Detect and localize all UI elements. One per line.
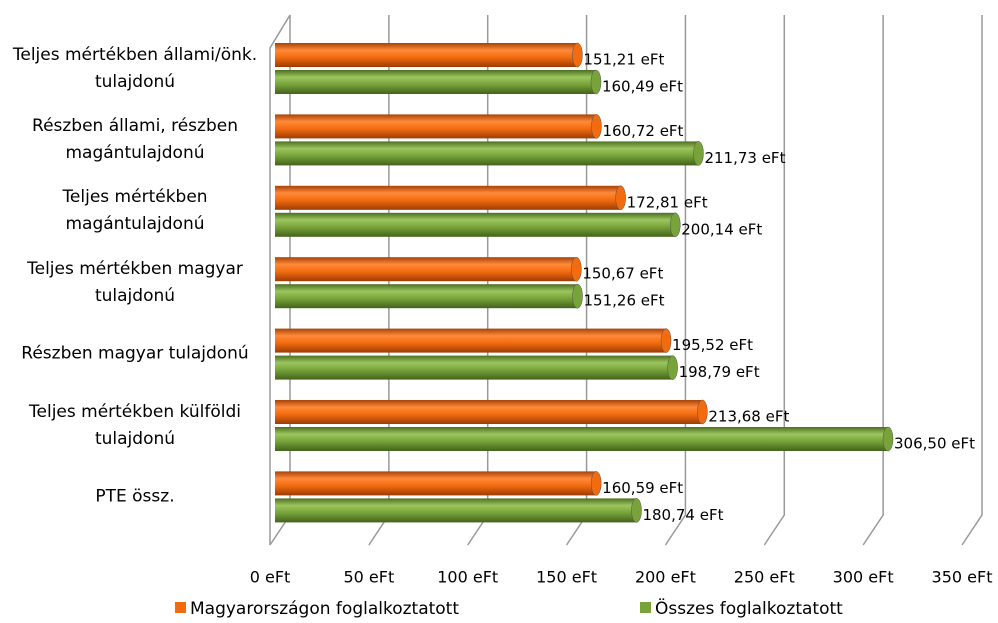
bar: [275, 284, 578, 309]
bar-cap: [572, 42, 583, 68]
bar: [275, 400, 703, 424]
value-label: 151,26 eFt: [584, 292, 665, 310]
category-label: Teljes mértékben magántulajdonú: [62, 187, 208, 235]
bar-cap: [572, 283, 583, 309]
category-label: Részben magyar tulajdonú: [21, 343, 249, 364]
value-label: 160,49 eFt: [602, 78, 683, 96]
legend-swatch: [640, 602, 651, 613]
bar-cap: [571, 256, 582, 282]
bar: [275, 43, 578, 67]
bar-cap: [590, 69, 602, 95]
legend-label: Összes foglalkoztatott: [655, 597, 843, 619]
bar-cap: [615, 185, 626, 211]
bar: [275, 212, 676, 237]
value-label: 150,67 eFt: [582, 265, 663, 283]
x-tick-label: 300 eFt: [833, 568, 894, 587]
bar: [275, 141, 699, 166]
left-wall: [269, 14, 291, 545]
value-label: 200,14 eFt: [681, 220, 762, 238]
bar: [275, 471, 597, 496]
grid-line: [862, 15, 884, 546]
category-label: Teljes mértékben állami/önk. tulajdonú: [12, 44, 258, 92]
value-label: 160,59 eFt: [602, 479, 683, 497]
bar-cap: [591, 114, 602, 139]
category-label: Teljes mértékben magyar tulajdonú: [27, 258, 243, 306]
bar: [275, 114, 597, 139]
category-label: Teljes mértékben külföldi tulajdonú: [29, 401, 241, 449]
bar: [275, 328, 667, 353]
x-tick-label: 100 eFt: [437, 568, 498, 587]
category-label: PTE össz.: [95, 486, 175, 507]
value-label: 211,73 eFt: [704, 149, 785, 167]
value-label: 160,72 eFt: [602, 122, 683, 140]
bar: [275, 185, 621, 210]
bar-cap: [670, 212, 681, 238]
category-label: Részben állami, részben magántulajdonú: [32, 115, 238, 163]
grid-line: [961, 15, 983, 546]
value-label: 151,21 eFt: [583, 51, 664, 69]
legend-swatch: [175, 602, 186, 613]
bar: [275, 427, 888, 451]
x-tick-label: 250 eFt: [734, 568, 795, 587]
bar-cap: [882, 426, 894, 452]
value-label: 198,79 eFt: [679, 363, 760, 381]
grid-line: [664, 15, 687, 546]
bar: [275, 355, 673, 380]
bar-cap: [697, 399, 708, 425]
value-label: 195,52 eFt: [672, 336, 753, 354]
x-tick-label: 350 eFt: [932, 568, 993, 587]
bar: [275, 498, 637, 523]
bar-cap: [631, 498, 642, 523]
x-tick-label: 0 eFt: [250, 568, 291, 587]
value-label: 172,81 eFt: [627, 193, 708, 211]
value-label: 306,50 eFt: [894, 435, 975, 453]
grid-line: [763, 15, 786, 546]
x-tick-label: 150 eFt: [536, 568, 597, 587]
value-label: 213,68 eFt: [708, 408, 789, 426]
bar-cap: [667, 355, 678, 380]
legend-label: Magyarországon foglalkoztatott: [190, 599, 459, 619]
bar-cap: [660, 328, 672, 353]
x-tick-label: 200 eFt: [635, 568, 696, 587]
value-label: 180,74 eFt: [642, 506, 723, 524]
bar-cap: [590, 471, 602, 496]
x-tick-label: 50 eFt: [343, 568, 394, 587]
bar: [275, 70, 596, 94]
bar: [275, 257, 577, 282]
bar-cap: [693, 141, 704, 166]
